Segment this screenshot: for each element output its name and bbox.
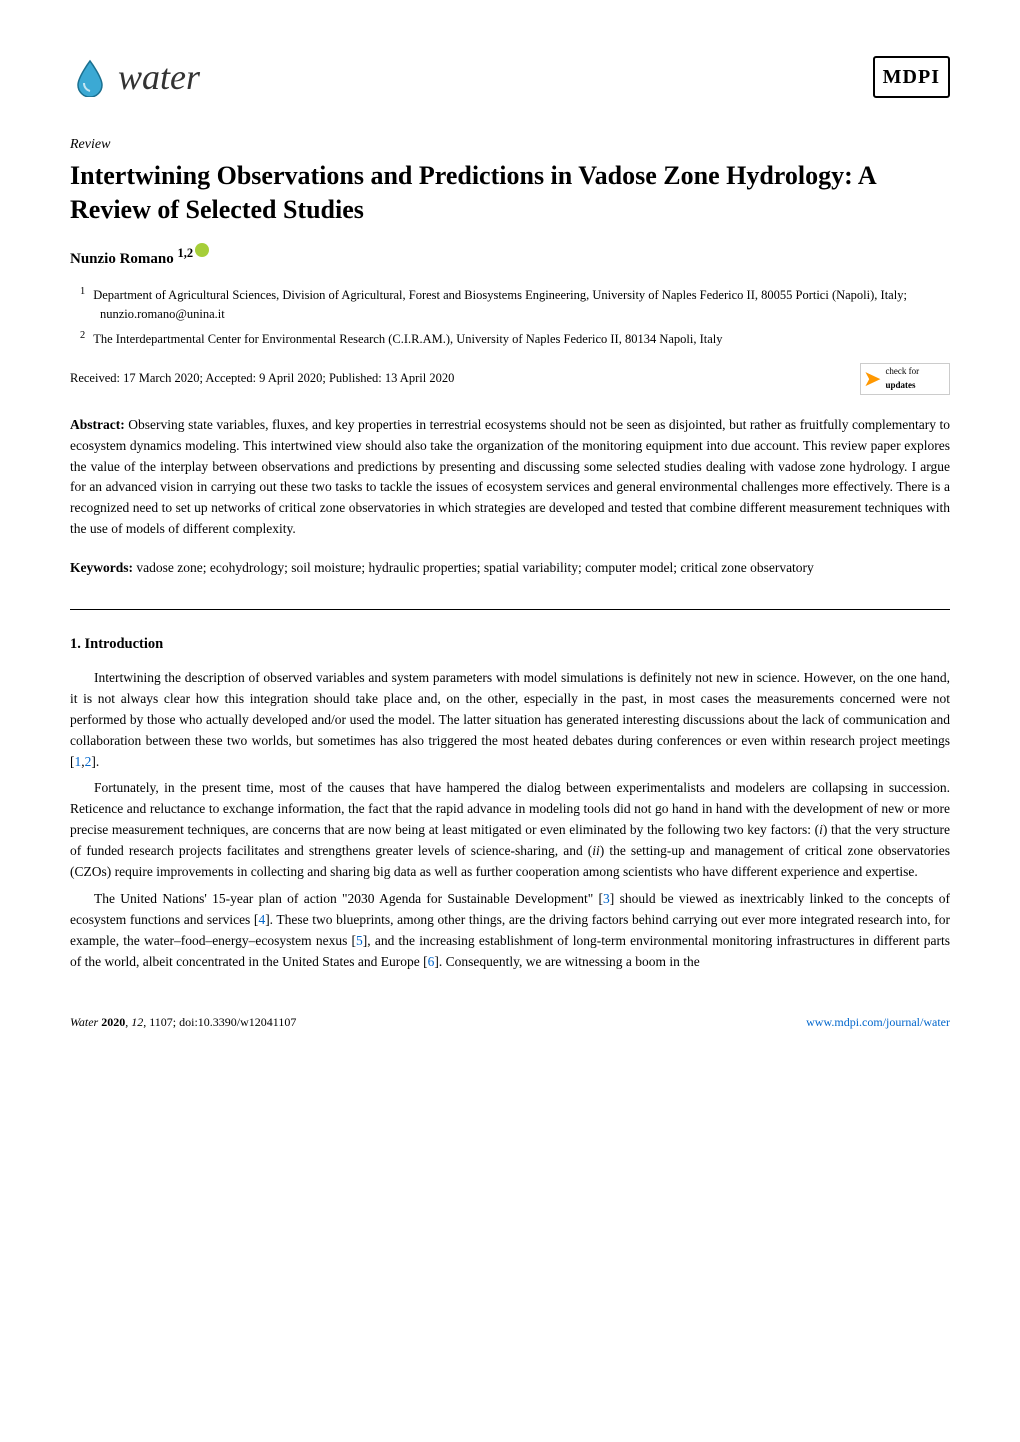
orcid-icon[interactable]: [195, 243, 209, 257]
publication-dates: Received: 17 March 2020; Accepted: 9 Apr…: [70, 369, 454, 388]
keywords-label: Keywords:: [70, 560, 133, 575]
check-updates-text: check for updates: [885, 365, 919, 392]
ref-link-5[interactable]: 5: [356, 933, 363, 948]
keywords: Keywords: vadose zone; ecohydrology; soi…: [70, 558, 950, 579]
para1-text-b: ].: [91, 754, 99, 769]
affiliation-1: 1Department of Agricultural Sciences, Di…: [100, 284, 950, 324]
footer-link[interactable]: www.mdpi.com/journal/water: [806, 1015, 950, 1029]
paragraph-1: Intertwining the description of observed…: [70, 668, 950, 773]
author-name: Nunzio Romano: [70, 251, 174, 267]
journal-name: water: [118, 50, 200, 104]
paragraph-3: The United Nations' 15-year plan of acti…: [70, 889, 950, 973]
footer-year: 2020: [101, 1015, 125, 1029]
footer-journal: Water: [70, 1015, 98, 1029]
dates-row: Received: 17 March 2020; Accepted: 9 Apr…: [70, 363, 950, 395]
para1-text-a: Intertwining the description of observed…: [70, 670, 950, 769]
page-footer: Water 2020, 12, 1107; doi:10.3390/w12041…: [70, 1013, 950, 1031]
journal-logo: water: [70, 50, 200, 104]
abstract-label: Abstract:: [70, 417, 125, 432]
footer-right: www.mdpi.com/journal/water: [806, 1013, 950, 1031]
affiliation-number: 1: [80, 286, 85, 297]
abstract-text: Observing state variables, fluxes, and k…: [70, 417, 950, 537]
footer-issue: 12: [131, 1015, 143, 1029]
footer-rest: , 1107; doi:10.3390/w12041107: [143, 1015, 296, 1029]
para3-text-a: The United Nations' 15-year plan of acti…: [94, 891, 603, 906]
para2-italic-2: ii: [592, 843, 600, 858]
affiliation-2: 2The Interdepartmental Center for Enviro…: [100, 328, 950, 349]
water-drop-icon: [70, 57, 110, 97]
check-line2: updates: [885, 380, 915, 390]
affiliation-text: The Interdepartmental Center for Environ…: [93, 332, 722, 346]
section-heading-introduction: 1. Introduction: [70, 634, 950, 656]
author-affiliation-marks: 1,2: [178, 246, 194, 260]
paragraph-2: Fortunately, in the present time, most o…: [70, 778, 950, 883]
abstract: Abstract: Observing state variables, flu…: [70, 415, 950, 541]
footer-left: Water 2020, 12, 1107; doi:10.3390/w12041…: [70, 1013, 296, 1031]
check-arrow-icon: ➤: [863, 362, 881, 395]
article-type: Review: [70, 134, 950, 155]
article-title: Intertwining Observations and Prediction…: [70, 159, 950, 227]
check-line1: check for: [885, 366, 919, 376]
publisher-logo: MDPI: [873, 56, 950, 98]
ref-link-3[interactable]: 3: [603, 891, 610, 906]
keywords-text: vadose zone; ecohydrology; soil moisture…: [136, 560, 813, 575]
affiliation-text: Department of Agricultural Sciences, Div…: [93, 288, 907, 321]
author-line: Nunzio Romano 1,2: [70, 243, 950, 271]
check-updates-badge[interactable]: ➤ check for updates: [860, 363, 950, 395]
para3-text-e: ]. Consequently, we are witnessing a boo…: [434, 954, 699, 969]
separator-rule: [70, 609, 950, 610]
header-row: water MDPI: [70, 50, 950, 104]
para2-text-a: Fortunately, in the present time, most o…: [70, 780, 950, 837]
affiliation-number: 2: [80, 330, 85, 341]
